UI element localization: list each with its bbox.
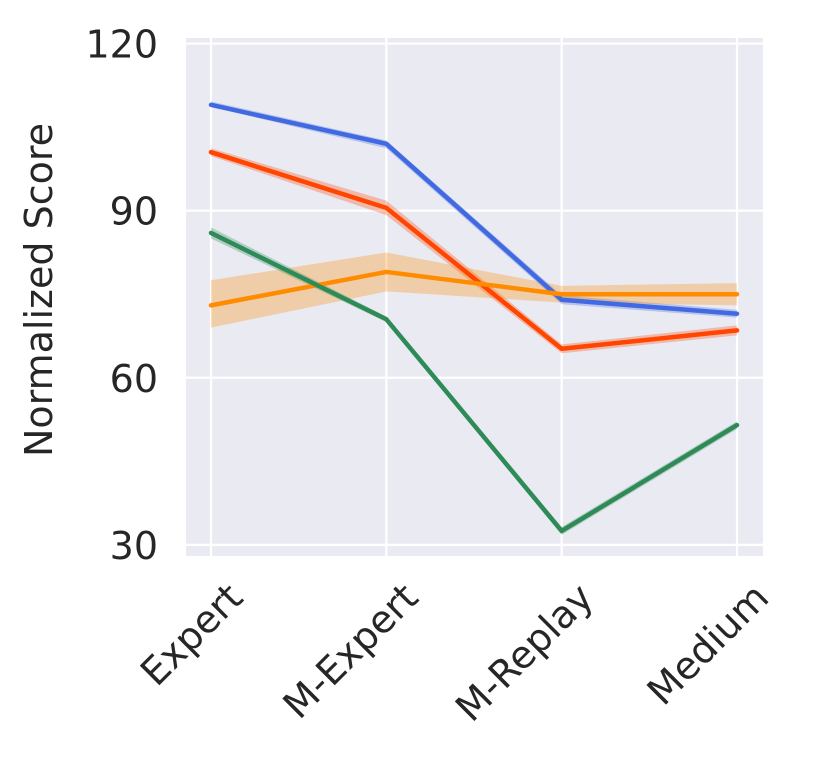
x-tick-label: Expert [132, 575, 251, 694]
x-tick-label: Medium [639, 575, 778, 714]
series-line [208, 230, 740, 534]
series-line [208, 149, 740, 352]
y-axis-label: Normalized Score [17, 123, 61, 457]
series-lines [208, 102, 740, 534]
x-tick-label: M-Expert [274, 575, 426, 727]
y-tick-label: 60 [110, 357, 158, 401]
y-tick-labels: 30 60 90 120 [85, 23, 158, 568]
confidence-band [211, 148, 737, 354]
confidence-band [211, 252, 737, 328]
y-tick-label: 120 [85, 23, 158, 67]
series-line [208, 269, 740, 308]
x-tick-labels: Expert M-Expert M-Replay Medium [132, 575, 777, 730]
y-tick-label: 90 [110, 190, 158, 234]
series-line [208, 102, 740, 316]
x-tick-label: M-Replay [447, 575, 602, 730]
y-tick-label: 30 [110, 524, 158, 568]
